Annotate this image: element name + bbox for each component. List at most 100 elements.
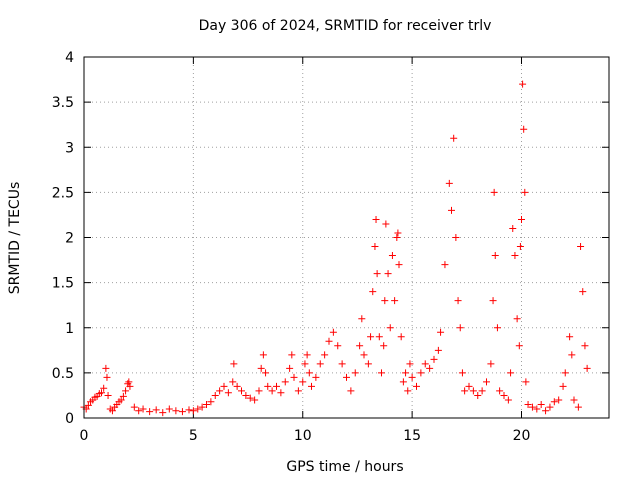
data-point [294,387,302,395]
x-tick-label: 0 [80,428,89,444]
y-tick-label: 2.5 [52,185,74,201]
data-point [581,342,589,350]
data-point [404,387,412,395]
y-tick-label: 0 [65,411,74,427]
chart-title: Day 306 of 2024, SRMTID for receiver trl… [199,18,492,34]
data-point [321,351,329,359]
data-point [395,261,403,269]
data-point [559,382,567,390]
data-point [380,342,388,350]
data-point [397,333,405,341]
data-point [500,391,508,399]
data-point [393,234,401,241]
data-point [522,378,530,386]
data-point [399,378,407,386]
data-point [356,342,364,350]
data-point [550,398,558,406]
data-point [561,369,569,377]
data-point [203,400,210,408]
data-point [511,252,519,260]
data-points [80,80,591,417]
data-point [347,387,355,395]
data-point [378,369,385,377]
data-point [98,389,105,397]
data-point [216,387,224,395]
data-point [406,360,414,368]
data-point [445,179,453,187]
data-point [542,407,550,415]
data-point [305,369,313,377]
data-point [343,373,350,381]
data-point [211,391,219,399]
x-axis-label: GPS time / hours [286,459,403,475]
data-point [152,406,160,414]
data-point [487,360,495,368]
data-point [360,351,368,359]
data-point [568,351,576,359]
data-point [130,403,138,411]
data-point [381,297,389,305]
data-point [489,297,497,305]
data-point [369,288,377,296]
x-tick-label: 20 [513,428,531,444]
data-point [286,364,294,372]
data-point [103,373,111,381]
data-point [207,398,215,406]
data-point [461,387,469,395]
data-point [533,405,541,413]
data-point [255,387,263,395]
data-point [281,378,289,386]
data-point [515,342,523,350]
data-point [264,382,272,390]
data-point [524,400,532,408]
data-point [189,407,197,415]
data-point [491,252,499,260]
data-point [329,328,337,336]
data-point [516,243,524,251]
y-tick-label: 2 [65,231,74,247]
data-point [367,333,375,341]
data-point [493,324,501,332]
data-point [104,391,112,399]
data-point [555,396,563,404]
data-point [456,324,464,332]
data-point [165,405,173,413]
data-point [198,403,206,411]
plot-frame [83,56,610,419]
data-point [469,387,477,395]
data-point [108,407,116,415]
data-point [126,382,134,390]
data-point [448,206,455,214]
data-point [172,407,180,415]
y-tick-label: 1.5 [52,276,74,292]
x-tick-label: 5 [189,428,198,444]
data-point [316,360,324,368]
y-axis-label: SRMTID / TECUs [7,182,23,295]
data-point [135,407,143,415]
data-point [417,369,425,377]
data-point [230,360,238,368]
data-point [238,387,245,395]
data-point [566,333,574,341]
data-point [102,364,110,372]
data-point [391,297,399,305]
data-point [382,220,390,228]
y-tick-label: 1 [65,321,74,337]
data-point [450,134,458,142]
data-point [308,382,315,390]
data-point [483,378,490,386]
data-point [146,408,154,416]
data-point [388,252,396,260]
data-point [521,188,529,196]
data-point [384,270,392,278]
data-point [246,394,254,402]
data-point [408,373,416,381]
data-point [520,125,528,133]
data-point [583,364,591,372]
data-point [413,382,420,390]
x-tick-label: 15 [403,428,421,444]
data-point [490,188,498,196]
y-tick-label: 0.5 [52,366,74,382]
data-point [373,270,381,278]
